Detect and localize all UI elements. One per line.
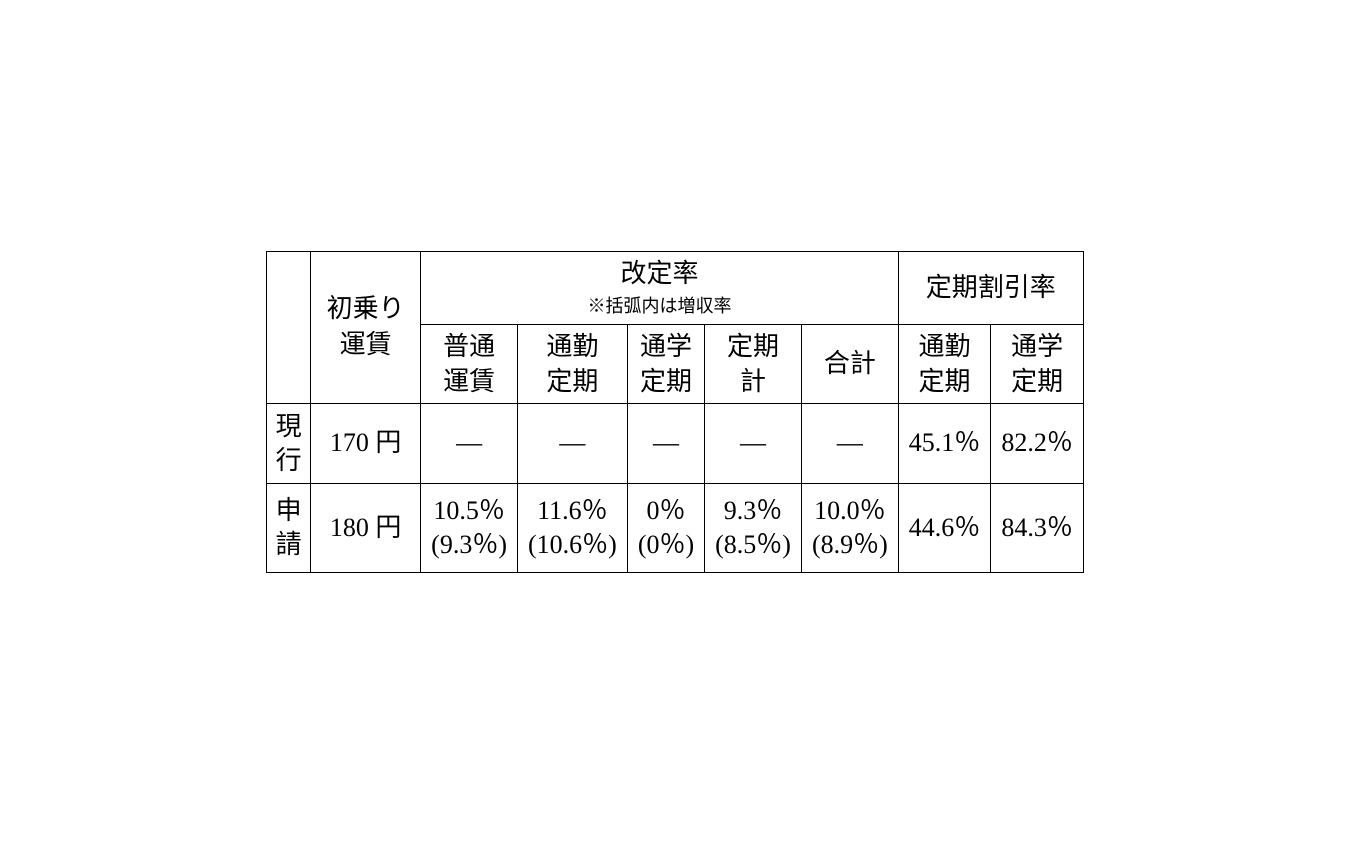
cell-value: 170 円: [330, 428, 402, 457]
cell-student-pass: ―: [627, 403, 704, 484]
cell-value: 82.2％: [1001, 428, 1073, 457]
cell-total: ―: [801, 403, 898, 484]
cell-commuter-pass: 11.6％(10.6％): [517, 484, 627, 573]
row-label-current: 現行: [267, 403, 311, 484]
cell-value: 10.5％(9.3％): [431, 496, 507, 559]
header-total: 合計: [801, 324, 898, 403]
header-base-fare-label: 初乗り運賃: [327, 294, 405, 359]
cell-value: 10.0％(8.9％): [812, 496, 888, 559]
cell-value: 44.6％: [909, 513, 981, 542]
header-disc-commuter: 通勤定期: [898, 324, 991, 403]
cell-disc-commuter: 44.6％: [898, 484, 991, 573]
header-commuter-pass: 通勤定期: [517, 324, 627, 403]
cell-value: 45.1％: [909, 428, 981, 457]
cell-pass-total: 9.3％(8.5％): [705, 484, 802, 573]
table-row: 申請 180 円 10.5％(9.3％) 11.6％(10.6％) 0％(0％)…: [267, 484, 1084, 573]
header-revision-rate-group: 改定率 ※括弧内は増収率: [421, 252, 899, 325]
table-row: 現行 170 円 ― ― ― ― ―: [267, 403, 1084, 484]
header-revision-rate-title: 改定率: [620, 259, 698, 288]
table-header: 初乗り運賃 改定率 ※括弧内は増収率 定期割引率 普通運賃 通勤定期 通: [267, 252, 1084, 404]
cell-regular-fare: ―: [421, 403, 518, 484]
header-total-label: 合計: [824, 349, 876, 378]
header-pass-total: 定期計: [705, 324, 802, 403]
table-body: 現行 170 円 ― ― ― ― ―: [267, 403, 1084, 572]
cell-value: 180 円: [330, 513, 402, 542]
header-discount-rate-group: 定期割引率: [898, 252, 1083, 325]
cell-pass-total: ―: [705, 403, 802, 484]
cell-regular-fare: 10.5％(9.3％): [421, 484, 518, 573]
cell-total: 10.0％(8.9％): [801, 484, 898, 573]
header-discount-rate-title: 定期割引率: [926, 273, 1056, 302]
cell-base-fare: 180 円: [311, 484, 421, 573]
corner-cell: [267, 252, 311, 404]
cell-value: 9.3％(8.5％): [715, 496, 791, 559]
cell-disc-student: 82.2％: [991, 403, 1084, 484]
header-disc-commuter-label: 通勤定期: [919, 332, 971, 396]
cell-disc-commuter: 45.1％: [898, 403, 991, 484]
header-revision-rate-note: ※括弧内は増収率: [429, 294, 890, 319]
cell-value: ―: [559, 428, 585, 457]
header-regular-fare: 普通運賃: [421, 324, 518, 403]
cell-value: ―: [740, 428, 766, 457]
header-regular-fare-label: 普通運賃: [443, 332, 495, 396]
header-commuter-pass-label: 通勤定期: [546, 332, 598, 396]
header-student-pass-label: 通学定期: [640, 332, 692, 396]
row-label-text: 現行: [276, 412, 302, 475]
cell-value: ―: [837, 428, 863, 457]
cell-disc-student: 84.3％: [991, 484, 1084, 573]
header-pass-total-label: 定期計: [727, 332, 779, 396]
header-disc-student-label: 通学定期: [1011, 332, 1063, 396]
fare-table: 初乗り運賃 改定率 ※括弧内は増収率 定期割引率 普通運賃 通勤定期 通: [266, 251, 1084, 573]
fare-table-container: 初乗り運賃 改定率 ※括弧内は増収率 定期割引率 普通運賃 通勤定期 通: [266, 251, 1084, 573]
row-label-application: 申請: [267, 484, 311, 573]
row-label-text: 申請: [276, 496, 302, 559]
cell-value: 84.3％: [1001, 513, 1073, 542]
header-base-fare: 初乗り運賃: [311, 252, 421, 404]
cell-value: 11.6％(10.6％): [528, 496, 617, 559]
cell-value: 0％(0％): [638, 496, 694, 559]
cell-commuter-pass: ―: [517, 403, 627, 484]
header-disc-student: 通学定期: [991, 324, 1084, 403]
header-row-1: 初乗り運賃 改定率 ※括弧内は増収率 定期割引率: [267, 252, 1084, 325]
cell-value: ―: [456, 428, 482, 457]
cell-value: ―: [653, 428, 679, 457]
header-student-pass: 通学定期: [627, 324, 704, 403]
cell-base-fare: 170 円: [311, 403, 421, 484]
cell-student-pass: 0％(0％): [627, 484, 704, 573]
